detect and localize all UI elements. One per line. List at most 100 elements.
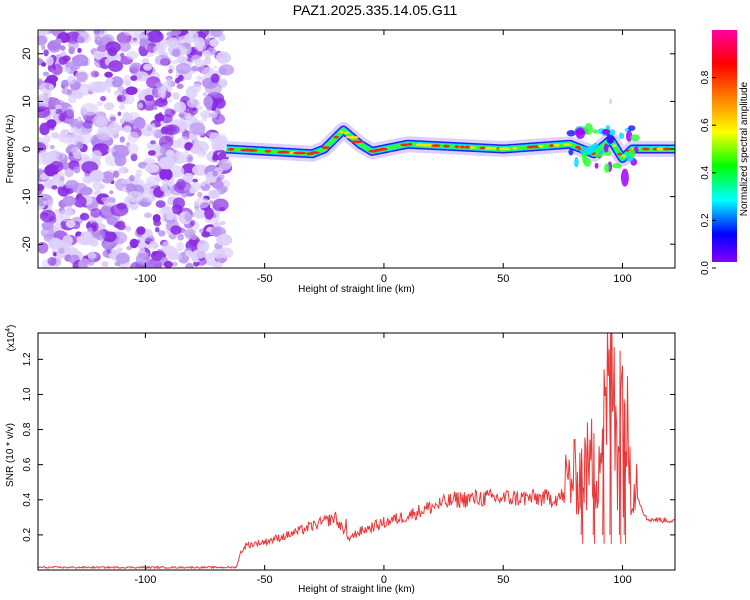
- x-tick-label: 100: [613, 574, 631, 586]
- noise-blob: [80, 103, 99, 116]
- y-tick-label: 0.2: [22, 528, 33, 542]
- noise-blob: [46, 74, 58, 83]
- noise-blob: [117, 247, 123, 252]
- y-tick-label: -10: [21, 189, 33, 205]
- turbulence-blob: [568, 148, 574, 156]
- colorbar-bottom: [712, 262, 737, 268]
- noise-blob: [96, 128, 114, 141]
- track-core: [662, 147, 672, 151]
- noise-blob: [184, 114, 192, 121]
- noise-blob: [139, 38, 149, 48]
- noise-blob: [184, 228, 196, 239]
- noise-blob: [101, 261, 109, 267]
- noise-blob: [82, 120, 93, 129]
- noise-blob: [106, 216, 118, 226]
- noise-blob: [208, 189, 221, 199]
- y-axis-title: SNR (10 * v/v): [5, 423, 16, 487]
- noise-blob: [114, 154, 127, 167]
- noise-blob: [38, 242, 49, 254]
- noise-blob: [171, 153, 185, 164]
- noise-blob: [46, 56, 54, 66]
- x-tick-label: -100: [134, 574, 156, 586]
- noise-blob: [96, 229, 106, 241]
- noise-blob: [39, 30, 50, 36]
- x-axis-title: Height of straight line (km): [298, 584, 415, 595]
- noise-blob: [135, 253, 151, 266]
- noise-blob: [162, 124, 177, 135]
- noise-blob: [209, 200, 214, 205]
- y-tick-label: 0.6: [22, 457, 33, 471]
- x-tick-label: 0: [381, 273, 387, 285]
- noise-blob: [201, 182, 206, 187]
- x-tick-label: -100: [134, 273, 156, 285]
- turbulence-blob: [603, 143, 609, 153]
- noise-blob: [107, 147, 116, 154]
- noise-blob: [218, 67, 227, 75]
- noise-blob: [61, 88, 71, 95]
- noise-blob: [49, 145, 55, 150]
- y-tick-label: 0: [21, 146, 33, 152]
- noise-blob: [122, 30, 137, 36]
- noise-blob: [63, 245, 76, 255]
- noise-blob: [161, 179, 170, 187]
- noise-blob: [102, 241, 111, 249]
- y-axis-title: Frequency (Hz): [5, 115, 16, 184]
- track-core: [407, 142, 413, 146]
- noise-blob: [212, 180, 224, 190]
- y-tick-label: 0.4: [22, 492, 33, 506]
- noise-blob: [186, 173, 194, 179]
- turbulence-blob: [628, 149, 636, 158]
- noise-blob: [176, 83, 184, 90]
- noise-blob: [189, 122, 206, 135]
- noise-blob: [117, 94, 126, 103]
- noise-blob: [92, 180, 103, 191]
- track-core: [431, 144, 441, 148]
- noise-blob: [76, 36, 85, 44]
- track-core: [400, 143, 409, 147]
- noise-blob: [89, 169, 105, 183]
- noise-blob: [193, 248, 207, 259]
- noise-blob: [163, 189, 172, 197]
- turbulence-blob: [594, 152, 604, 158]
- track-core: [459, 145, 465, 149]
- track-core: [277, 150, 291, 154]
- noise-blob: [187, 30, 199, 43]
- noise-blob: [73, 166, 81, 174]
- noise-blob: [90, 70, 100, 78]
- noise-blob: [200, 110, 213, 119]
- noise-blob: [184, 212, 193, 222]
- y-tick-label: 20: [21, 48, 33, 60]
- noise-blob: [90, 239, 96, 245]
- noise-blob: [59, 210, 71, 222]
- noise-blob: [133, 117, 146, 130]
- noise-blob: [150, 140, 156, 145]
- noise-blob: [212, 170, 218, 177]
- noise-blob: [172, 60, 179, 65]
- noise-blob: [216, 234, 233, 246]
- noise-blob: [43, 200, 47, 205]
- noise-blob: [61, 187, 67, 192]
- noise-blob: [187, 156, 193, 162]
- turbulence-blob: [625, 130, 633, 142]
- track-core: [537, 144, 545, 148]
- noise-blob: [201, 231, 211, 238]
- noise-blob: [190, 146, 201, 154]
- track-core: [617, 152, 622, 156]
- noise-blob: [97, 30, 105, 35]
- noise-blob: [151, 251, 158, 256]
- track-core: [345, 135, 359, 139]
- noise-blob: [176, 241, 185, 252]
- scale-label: (x104): [5, 325, 17, 352]
- noise-blob: [38, 150, 49, 158]
- noise-blob: [38, 168, 44, 175]
- noise-blob: [107, 197, 116, 203]
- noise-blob: [71, 90, 78, 97]
- noise-blob: [65, 219, 76, 228]
- noise-blob: [54, 108, 63, 115]
- noise-blob: [163, 260, 173, 268]
- noise-blob: [217, 171, 222, 176]
- noise-blob: [64, 66, 71, 73]
- track-core: [333, 135, 339, 139]
- turbulence-blob: [592, 129, 598, 134]
- noise-blob: [43, 134, 51, 143]
